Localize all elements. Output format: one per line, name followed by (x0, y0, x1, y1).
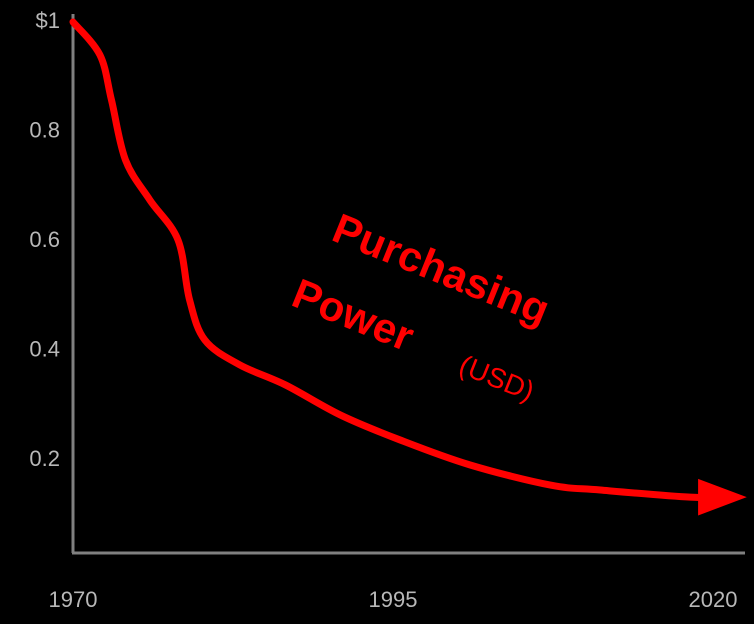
arrow-head (698, 478, 747, 516)
y-tick-label: 0.8 (29, 117, 60, 142)
x-tick-label: 1970 (49, 587, 98, 612)
x-tick-label: 2020 (689, 587, 738, 612)
y-tick-label: 0.2 (29, 446, 60, 471)
x-tick-label: 1995 (369, 587, 418, 612)
y-tick-label: 0.4 (29, 336, 60, 361)
line (69, 18, 739, 502)
y-tick-label: 0.6 (29, 227, 60, 252)
annotation-group: Power (286, 269, 420, 360)
annotation: Power (286, 269, 420, 360)
annotation-group: (USD) (455, 349, 539, 407)
annotation: (USD) (455, 349, 539, 407)
y-tick-label: $1 (36, 8, 60, 33)
